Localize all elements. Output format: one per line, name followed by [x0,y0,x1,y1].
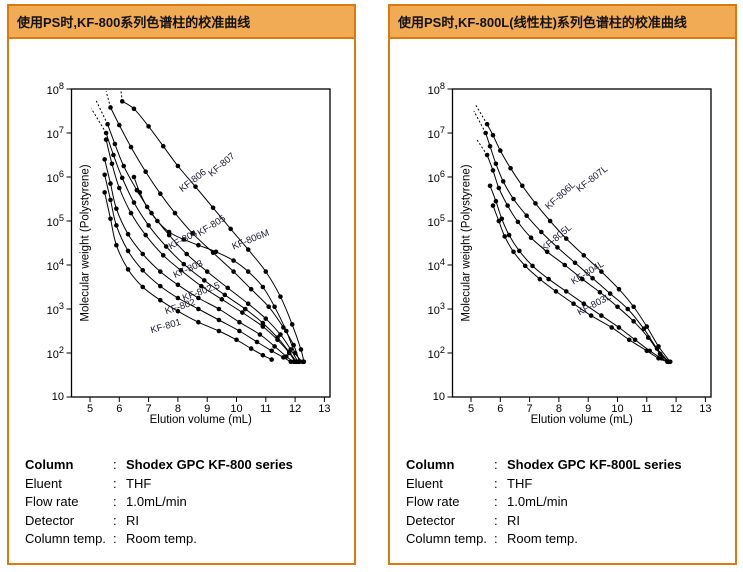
svg-text:KF-807: KF-807 [206,151,237,179]
svg-text:KF-804: KF-804 [167,228,200,252]
svg-text:KF-803L: KF-803L [576,291,613,318]
svg-text:KF-806L: KF-806L [543,180,577,213]
svg-text:KF-801: KF-801 [149,317,182,336]
svg-text:KF-805: KF-805 [196,213,228,239]
svg-text:KF-806M: KF-806M [231,228,271,253]
svg-text:KF-802.5: KF-802.5 [181,280,221,304]
svg-text:KF-807L: KF-807L [574,164,609,195]
